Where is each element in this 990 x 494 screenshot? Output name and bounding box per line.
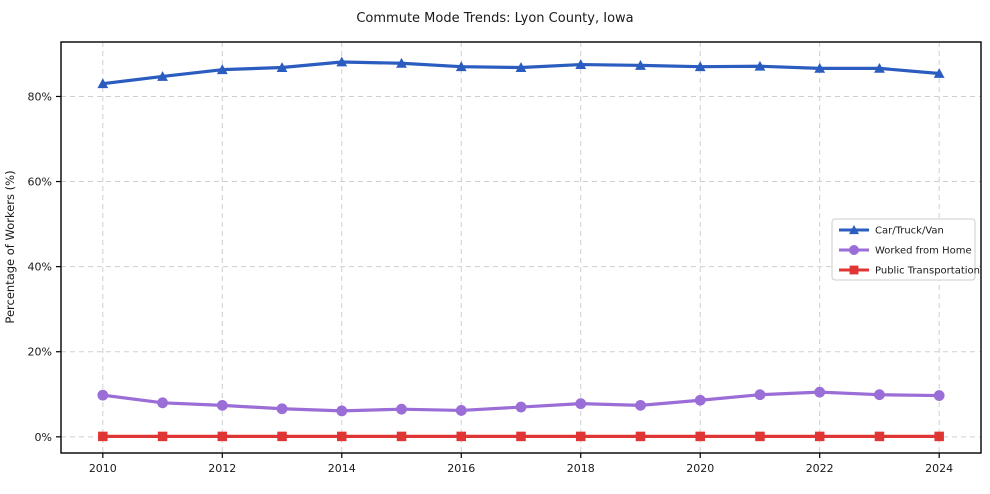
circle-marker xyxy=(575,398,587,410)
legend-item: Car/Truck/Van xyxy=(839,225,944,237)
square-marker xyxy=(755,431,765,442)
triangle-marker xyxy=(336,56,348,67)
series-car-truck-van xyxy=(97,56,945,89)
triangle-marker xyxy=(635,60,646,70)
x-tick-label: 2012 xyxy=(208,462,236,475)
x-tick-label: 2016 xyxy=(447,462,475,475)
triangle-marker xyxy=(694,61,706,72)
circle-marker xyxy=(396,403,407,415)
y-tick-label: 80% xyxy=(28,90,52,103)
y-tick-label: 40% xyxy=(28,261,52,274)
square-marker xyxy=(157,431,168,442)
triangle-marker xyxy=(814,62,826,73)
legend-box xyxy=(831,218,976,281)
circle-marker xyxy=(515,401,527,413)
triangle-marker xyxy=(455,61,467,72)
circle-marker xyxy=(933,390,945,401)
square-marker xyxy=(516,431,526,442)
triangle-marker xyxy=(575,59,587,69)
circle-marker xyxy=(455,405,467,416)
square-marker xyxy=(277,431,287,442)
square-marker xyxy=(456,431,467,442)
circle-marker xyxy=(97,389,109,401)
circle-marker xyxy=(754,389,766,401)
plot-frame xyxy=(60,41,982,454)
series-worked-from-home xyxy=(97,386,945,417)
circle-marker xyxy=(849,245,859,255)
circle-marker xyxy=(276,403,288,415)
triangle-marker xyxy=(276,62,288,72)
triangle-marker xyxy=(849,225,859,235)
legend-label: Car/Truck/Van xyxy=(875,226,944,237)
x-tick-label: 2010 xyxy=(89,462,117,475)
square-marker xyxy=(849,265,859,275)
triangle-marker xyxy=(754,60,766,71)
legend-label: Public Transportation xyxy=(875,266,980,277)
triangle-marker xyxy=(396,57,407,68)
triangle-marker xyxy=(97,78,109,89)
legend-item: Worked from Home xyxy=(839,245,972,257)
circle-marker xyxy=(694,394,706,406)
series-public-transportation xyxy=(98,431,944,442)
triangle-marker xyxy=(157,71,168,81)
circle-marker xyxy=(216,399,228,411)
square-marker xyxy=(575,431,586,442)
square-marker xyxy=(337,431,347,442)
square-marker xyxy=(874,431,885,442)
square-marker xyxy=(396,431,407,442)
square-marker xyxy=(934,431,944,442)
circle-marker xyxy=(814,386,826,398)
y-tick-label: 60% xyxy=(28,176,52,189)
circle-marker xyxy=(157,397,168,409)
triangle-marker xyxy=(216,64,228,75)
triangle-marker xyxy=(874,62,885,73)
square-marker xyxy=(217,431,228,442)
y-tick-label: 20% xyxy=(28,346,52,359)
square-marker xyxy=(695,431,705,442)
square-marker xyxy=(814,431,825,442)
square-marker xyxy=(635,431,646,442)
chart-title: Commute Mode Trends: Lyon County, Iowa xyxy=(356,11,633,26)
x-tick-label: 2014 xyxy=(328,462,356,475)
x-tick-label: 2020 xyxy=(686,462,714,475)
circle-marker xyxy=(635,399,646,411)
circle-marker xyxy=(874,389,885,401)
x-tick-label: 2022 xyxy=(806,462,834,475)
legend-item: Public Transportation xyxy=(839,266,980,277)
triangle-marker xyxy=(515,62,527,72)
plot-area xyxy=(61,42,981,453)
triangle-marker xyxy=(933,68,945,78)
legend-label: Worked from Home xyxy=(875,246,972,257)
x-tick-label: 2018 xyxy=(567,462,595,475)
legend: Car/Truck/Van Worked from Home Public Tran… xyxy=(831,218,980,281)
x-tick-label: 2024 xyxy=(925,462,953,475)
y-tick-label: 0% xyxy=(35,431,52,444)
square-marker xyxy=(98,431,108,442)
y-axis-label: Percentage of Workers (%) xyxy=(3,170,17,323)
circle-marker xyxy=(336,405,348,417)
